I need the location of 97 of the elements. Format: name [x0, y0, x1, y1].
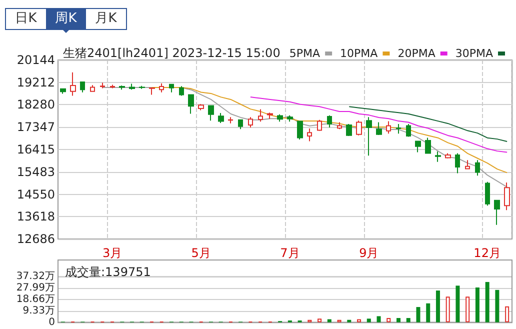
y-tick-label: 13618: [16, 210, 55, 224]
x-tick-label: 9月: [359, 246, 379, 260]
candlestick: [287, 114, 293, 122]
candlestick: [396, 124, 401, 134]
candlestick: [188, 94, 194, 114]
x-tick-label: 12月: [474, 246, 501, 260]
bar: [366, 318, 371, 322]
bar: [416, 307, 420, 322]
candlestick: [100, 82, 105, 89]
legend-label: 20PMA: [398, 47, 436, 60]
y-tick-label: 16415: [16, 142, 55, 156]
candlestick: [70, 72, 76, 96]
candlestick: [297, 120, 303, 140]
candlestick: [327, 114, 332, 128]
candlestick: [119, 84, 125, 90]
bar: [475, 287, 480, 322]
line-series: [250, 96, 508, 153]
candlestick: [80, 82, 85, 93]
chart-title: 生猪2401[lh2401] 2023-12-15 15:00: [63, 46, 280, 60]
bar: [485, 282, 490, 322]
bar: [318, 318, 322, 322]
legend-label: 30PMA: [455, 47, 494, 60]
y-tick-label: 14550: [16, 187, 55, 202]
candlestick: [346, 124, 352, 137]
x-tick-label: 7月: [280, 246, 300, 260]
bar: [426, 303, 430, 322]
candlestick: [494, 200, 500, 226]
bar: [327, 319, 332, 322]
candlestick: [485, 181, 490, 206]
text: 日K: [14, 10, 38, 28]
y-tick-label: 12686: [16, 232, 55, 246]
y-tick-label: 15483: [16, 164, 55, 179]
candlestick: [425, 137, 431, 154]
candlestick: [208, 105, 214, 122]
bar: [396, 318, 400, 322]
candlestick: [258, 108, 263, 122]
candlestick: [198, 104, 204, 111]
candlestick: [406, 124, 411, 138]
bar: [456, 286, 460, 322]
line-series: [102, 86, 508, 188]
candlestick: [415, 140, 421, 153]
candlestick: [337, 122, 342, 130]
candlestick: [90, 84, 95, 92]
bar: [495, 290, 500, 322]
y-tick-label: 17347: [16, 120, 55, 134]
y-tick-label: 20144: [16, 53, 55, 67]
candlestick: [139, 85, 145, 90]
candlestick: [277, 114, 283, 122]
candlestick: [169, 84, 174, 93]
candlestick: [455, 152, 460, 174]
chart-title: 成交量:139751: [65, 265, 151, 279]
line-series: [151, 86, 508, 174]
bar: [505, 306, 510, 322]
bar: [466, 296, 470, 322]
candlestick: [475, 160, 480, 176]
candlestick: [228, 116, 233, 124]
candlestick: [267, 112, 273, 120]
line-series: [348, 106, 508, 142]
y-tick-label: 18.66万: [16, 294, 55, 305]
bar: [386, 318, 391, 322]
candlestick: [218, 112, 224, 124]
text: 月K: [94, 10, 118, 28]
bar: [357, 319, 362, 322]
candlestick: [60, 88, 66, 94]
text: 周K: [46, 9, 86, 29]
candlestick: [435, 151, 441, 162]
candlestick: [504, 182, 510, 211]
candlestick: [149, 87, 155, 96]
candlestick: [248, 116, 253, 128]
candlestick: [317, 119, 322, 132]
y-tick-label: 0: [48, 316, 55, 328]
candlestick: [159, 82, 164, 93]
candlestick: [356, 120, 362, 136]
candlestick: [179, 86, 184, 96]
candlestick: [129, 83, 135, 90]
y-tick-label: 18280: [16, 98, 55, 112]
y-tick-label: 19212: [16, 75, 55, 90]
candlestick: [445, 152, 451, 159]
bar: [347, 320, 352, 322]
legend-label: 10PMA: [340, 47, 378, 60]
candlestick: [238, 119, 243, 130]
x-tick-label: 3月: [102, 246, 122, 260]
y-tick-label: 37.32万: [16, 271, 55, 282]
candlestick: [465, 160, 470, 170]
candlestick: [376, 122, 382, 136]
y-tick-label: 9.33万: [22, 305, 55, 316]
y-tick-label: 27.99万: [16, 282, 55, 294]
candlestick: [110, 84, 115, 89]
legend-label: 5PMA: [289, 47, 321, 60]
x-tick-label: 5月: [191, 246, 211, 260]
candlestick: [386, 120, 391, 134]
candlestick: [307, 128, 312, 142]
bar: [446, 296, 450, 322]
bar: [376, 316, 381, 322]
bar: [406, 318, 410, 322]
bar: [436, 290, 440, 322]
candlestick: [366, 116, 372, 156]
